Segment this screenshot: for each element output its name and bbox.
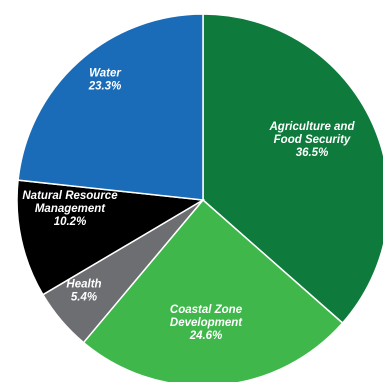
pie-slice-0 — [202, 13, 383, 325]
slice-category-label: Water — [89, 68, 121, 80]
slice-label-0: Agriculture and Food Security 36.5% — [269, 121, 356, 159]
slice-category-label: Coastal Zone — [170, 304, 243, 316]
slice-category-label: Management — [35, 203, 106, 215]
pie-slice-3 — [16, 179, 206, 296]
pie-slice-4 — [17, 13, 204, 201]
slice-value-label: 36.5% — [296, 147, 329, 159]
slice-label-2: Health 5.4% — [66, 279, 101, 304]
pie-slice-1 — [82, 198, 344, 382]
slice-value-label: 24.6% — [189, 330, 223, 342]
slice-label-4: Water 23.3% — [88, 68, 122, 93]
slice-label-1: Coastal Zone Development 24.6% — [170, 304, 243, 342]
slice-value-label: 5.4% — [71, 292, 97, 304]
slice-value-label: 10.2% — [54, 216, 87, 228]
slice-value-label: 23.3% — [88, 81, 122, 93]
slice-category-label: Agriculture and — [269, 121, 356, 133]
slice-category-label: Health — [66, 279, 101, 291]
slice-category-label: Food Security — [274, 134, 351, 146]
slice-category-label: Natural Resource — [22, 190, 118, 202]
pie-labels: Agriculture and Food Security 36.5% Coastal… — [22, 68, 355, 343]
slice-label-3: Natural Resource Management 10.2% — [22, 190, 118, 228]
slice-category-label: Development — [170, 317, 243, 329]
pie-slices — [16, 13, 383, 382]
